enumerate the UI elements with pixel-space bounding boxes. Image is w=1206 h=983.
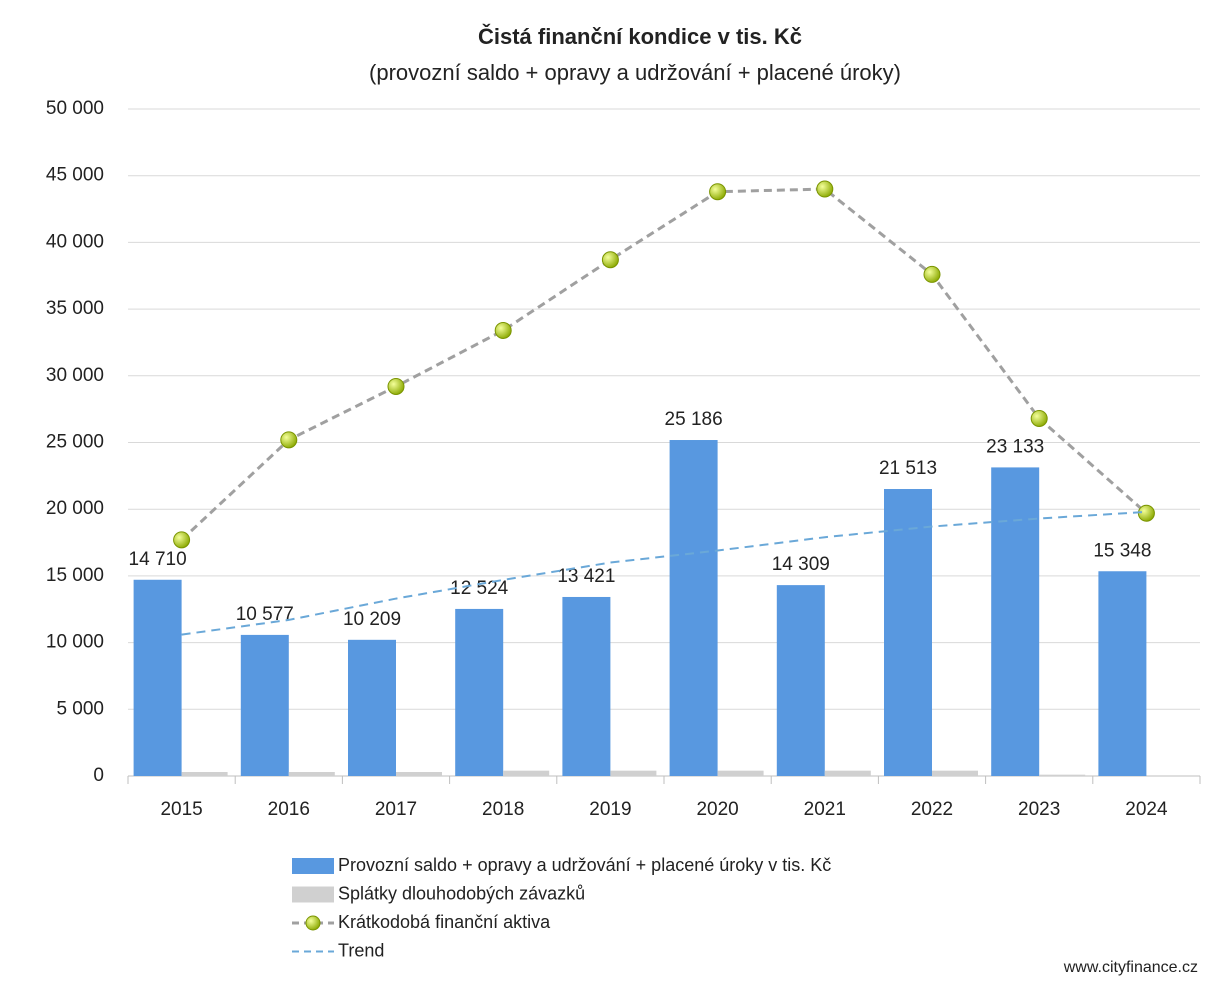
marker: [601, 251, 619, 269]
legend-marker: [305, 915, 321, 931]
y-tick-label: 0: [93, 765, 104, 786]
bar: [396, 771, 442, 776]
data-label: 14 710: [129, 549, 187, 570]
y-tick-label: 30 000: [46, 365, 104, 386]
y-tick-label: 45 000: [46, 165, 104, 186]
data-label: 14 309: [772, 554, 830, 575]
legend-swatch: [292, 858, 334, 874]
bar: [669, 440, 718, 776]
marker: [816, 180, 834, 198]
y-tick-label: 35 000: [46, 298, 104, 319]
line: [181, 510, 1147, 636]
x-tick-label: 2022: [911, 799, 953, 820]
bar: [1098, 571, 1147, 776]
bar: [133, 579, 182, 776]
bar: [824, 770, 871, 776]
bar: [503, 770, 550, 776]
data-label: 15 348: [1093, 540, 1151, 561]
source: www.cityfinance.cz: [1063, 959, 1198, 976]
marker: [709, 183, 727, 201]
x-tick-label: 2020: [696, 799, 738, 820]
x-tick-label: 2024: [1125, 799, 1168, 820]
bar: [717, 770, 764, 776]
bar: [884, 489, 932, 776]
y-tick-label: 10 000: [46, 632, 104, 653]
legend-label: Krátkodobá finanční aktiva: [338, 912, 551, 932]
data-label: 12 524: [450, 578, 509, 599]
y-tick-label: 15 000: [46, 565, 104, 586]
bar: [348, 639, 396, 776]
data-label: 10 209: [343, 609, 401, 630]
y-tick-label: 50 000: [46, 98, 104, 119]
y-tick-label: 5 000: [56, 698, 104, 719]
marker: [280, 431, 298, 449]
data-label: 10 577: [236, 604, 294, 625]
data-label: 23 133: [986, 436, 1044, 457]
legend-label: Splátky dlouhodobých závazků: [338, 883, 585, 903]
bar: [288, 771, 335, 776]
bar: [932, 770, 978, 776]
bar: [181, 771, 228, 776]
x-tick-label: 2017: [375, 799, 417, 820]
legend-label: Trend: [338, 940, 384, 960]
x-tick-label: 2019: [589, 799, 631, 820]
y-tick-label: 25 000: [46, 432, 104, 453]
chart-title: Čistá finanční kondice v tis. Kč: [478, 24, 802, 49]
marker: [387, 377, 405, 395]
bar: [455, 608, 504, 776]
marker: [494, 321, 512, 339]
data-label: 13 421: [557, 566, 615, 587]
marker: [1030, 409, 1048, 427]
legend-swatch: [292, 886, 334, 903]
bar: [1039, 774, 1086, 776]
bar: [776, 585, 825, 776]
x-tick-label: 2016: [268, 799, 310, 820]
bar: [991, 467, 1040, 776]
line: [180, 187, 1148, 541]
chart-subtitle: (provozní saldo + opravy a udržování + p…: [369, 60, 901, 85]
bar: [240, 634, 289, 776]
marker: [923, 265, 941, 283]
x-tick-label: 2023: [1018, 799, 1060, 820]
x-tick-label: 2021: [804, 799, 846, 820]
legend-label: Provozní saldo + opravy a udržování + pl…: [338, 855, 831, 875]
data-label: 25 186: [665, 409, 723, 430]
y-tick-label: 20 000: [46, 498, 104, 519]
bar: [610, 770, 657, 776]
data-label: 21 513: [879, 458, 937, 479]
y-tick-label: 40 000: [46, 231, 104, 252]
bar: [562, 596, 611, 776]
marker: [173, 531, 191, 549]
x-tick-label: 2015: [160, 799, 202, 820]
x-tick-label: 2018: [482, 799, 524, 820]
